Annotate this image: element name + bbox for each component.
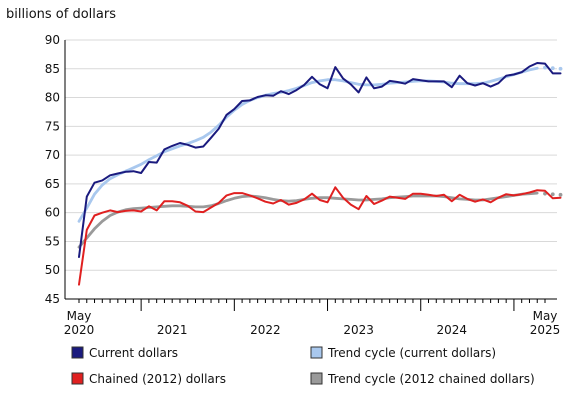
legend-label: Chained (2012) dollars: [89, 372, 226, 386]
x-tick-label: 2020: [64, 323, 95, 337]
y-tick-label: 60: [45, 206, 60, 220]
series-line: [78, 186, 562, 286]
trend-projection-point: [543, 65, 547, 70]
y-tick-label: 55: [45, 234, 60, 248]
series-group: [77, 62, 563, 286]
x-tick-label: 2023: [343, 323, 374, 337]
axes: [64, 40, 557, 311]
legend-swatch: [310, 372, 323, 385]
x-tick-label: May: [67, 309, 92, 323]
x-tick-label: May: [533, 309, 558, 323]
y-tick-label: 80: [45, 91, 60, 105]
series-line: [77, 191, 539, 249]
y-tick-labels: 45 50 55 60 65 70 75 80 85 90: [45, 33, 60, 306]
y-tick-label: 50: [45, 263, 60, 277]
y-tick-label: 70: [45, 148, 60, 162]
legend-swatch: [71, 346, 84, 359]
x-tick-label: 2022: [250, 323, 281, 337]
y-tick-label: 75: [45, 119, 60, 133]
trend-projection-point: [550, 192, 555, 197]
legend-label: Trend cycle (current dollars): [327, 346, 496, 360]
y-tick-label: 90: [45, 33, 60, 47]
legend: Current dollars Trend cycle (current doll…: [71, 346, 535, 386]
legend-swatch: [310, 346, 323, 359]
series-line: [78, 62, 562, 258]
y-tick-label: 45: [45, 292, 60, 306]
trend-projection-point: [558, 192, 563, 197]
legend-label: Current dollars: [89, 346, 178, 360]
gridlines: [65, 39, 557, 300]
x-tick-label: 2025: [530, 323, 561, 337]
trend-projection-point: [558, 66, 563, 71]
trend-projection-point: [550, 66, 555, 71]
y-tick-label: 65: [45, 177, 60, 191]
x-tick-label: 2024: [437, 323, 468, 337]
x-tick-label: 2021: [157, 323, 188, 337]
series-line: [77, 66, 539, 223]
legend-label: Trend cycle (2012 chained dollars): [327, 372, 535, 386]
legend-swatch: [71, 372, 84, 385]
y-axis-label: billions of dollars: [6, 7, 116, 22]
y-tick-label: 85: [45, 62, 60, 76]
